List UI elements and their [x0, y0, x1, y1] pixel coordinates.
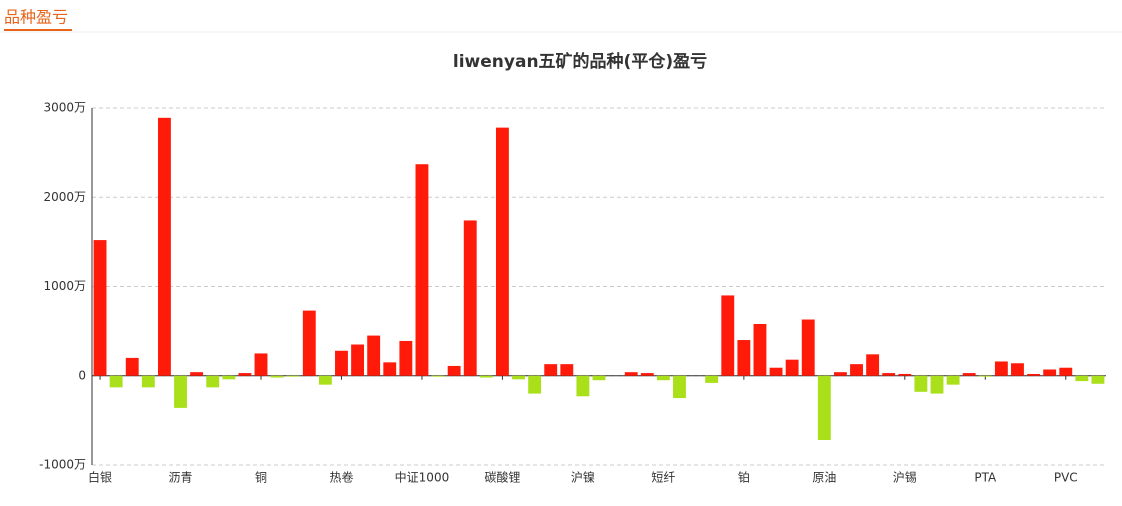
bar: [383, 362, 397, 376]
bar: [431, 375, 445, 377]
bar: [286, 375, 300, 377]
x-tick-label: 碳酸锂: [484, 470, 520, 485]
bar: [737, 340, 751, 376]
bar: [753, 323, 767, 376]
bar: [270, 375, 284, 378]
bar: [512, 375, 525, 380]
bar: [833, 372, 847, 376]
chart-title: liwenyan五矿的品种(平仓)盈亏: [453, 51, 707, 72]
bar: [624, 372, 638, 376]
y-tick-label: 3000万: [43, 101, 86, 115]
bar: [673, 375, 686, 399]
x-tick-label: 沪锡: [893, 470, 917, 485]
bar: [238, 373, 252, 376]
x-tick-label: 铜: [255, 470, 267, 485]
x-tick-label: 热卷: [329, 470, 353, 485]
bar: [174, 375, 187, 408]
x-tick-label: 白银: [88, 470, 112, 485]
bar: [656, 375, 670, 381]
x-tick-label: PVC: [1054, 471, 1078, 485]
bar: [463, 220, 477, 376]
bar: [898, 373, 912, 376]
bar: [528, 375, 542, 394]
bar: [576, 375, 590, 397]
x-tick-label: 中证1000: [395, 470, 450, 485]
bar: [817, 375, 831, 441]
bar: [1075, 375, 1089, 382]
bar: [351, 344, 365, 376]
y-tick-label: 0: [78, 368, 86, 382]
bar: [1091, 375, 1105, 384]
bar: [1011, 363, 1024, 376]
bar: [141, 375, 155, 388]
bar: [367, 335, 381, 376]
bar: [850, 364, 863, 376]
x-tick-label: 铂: [738, 470, 750, 485]
bar: [109, 375, 123, 388]
bar: [560, 364, 574, 376]
bar: [302, 310, 316, 376]
bar: [206, 375, 220, 388]
x-tick-label: 沥青: [169, 471, 193, 485]
y-tick-label: -1000万: [39, 458, 86, 472]
y-tick-label: 2000万: [43, 190, 86, 204]
bar: [157, 117, 171, 376]
bar: [801, 319, 815, 376]
bar: [93, 240, 107, 376]
bar: [415, 164, 429, 376]
bar: [769, 367, 783, 376]
bar: [254, 353, 268, 376]
bar: [994, 361, 1008, 376]
bar: [705, 375, 719, 383]
x-tick-label: PTA: [974, 471, 997, 485]
bar: [544, 364, 558, 376]
y-tick-label: 1000万: [43, 279, 86, 293]
bar: [447, 365, 461, 376]
bar: [640, 373, 654, 376]
x-tick-label: 短纤: [651, 471, 675, 485]
bar: [190, 372, 204, 376]
bar: [318, 375, 332, 385]
bar: [592, 375, 606, 381]
bar: [1059, 367, 1073, 376]
bar: [721, 295, 735, 376]
bar: [125, 357, 139, 376]
x-tick-label: 沪镍: [571, 471, 595, 485]
bar: [866, 354, 880, 376]
bar: [335, 350, 348, 376]
bar: [930, 375, 944, 394]
bar: [222, 375, 236, 380]
bar: [978, 375, 992, 377]
bar: [1043, 369, 1057, 376]
bar: [399, 340, 413, 376]
bar: [946, 375, 960, 385]
bar: [785, 359, 799, 376]
bar: [495, 127, 509, 376]
bar: [479, 375, 493, 378]
bar: [914, 375, 928, 392]
bar: [882, 373, 896, 376]
x-tick-label: 原油: [812, 471, 836, 485]
bar: [962, 373, 976, 376]
bar: [1027, 373, 1041, 376]
header-title: 品种盈亏: [4, 8, 68, 27]
